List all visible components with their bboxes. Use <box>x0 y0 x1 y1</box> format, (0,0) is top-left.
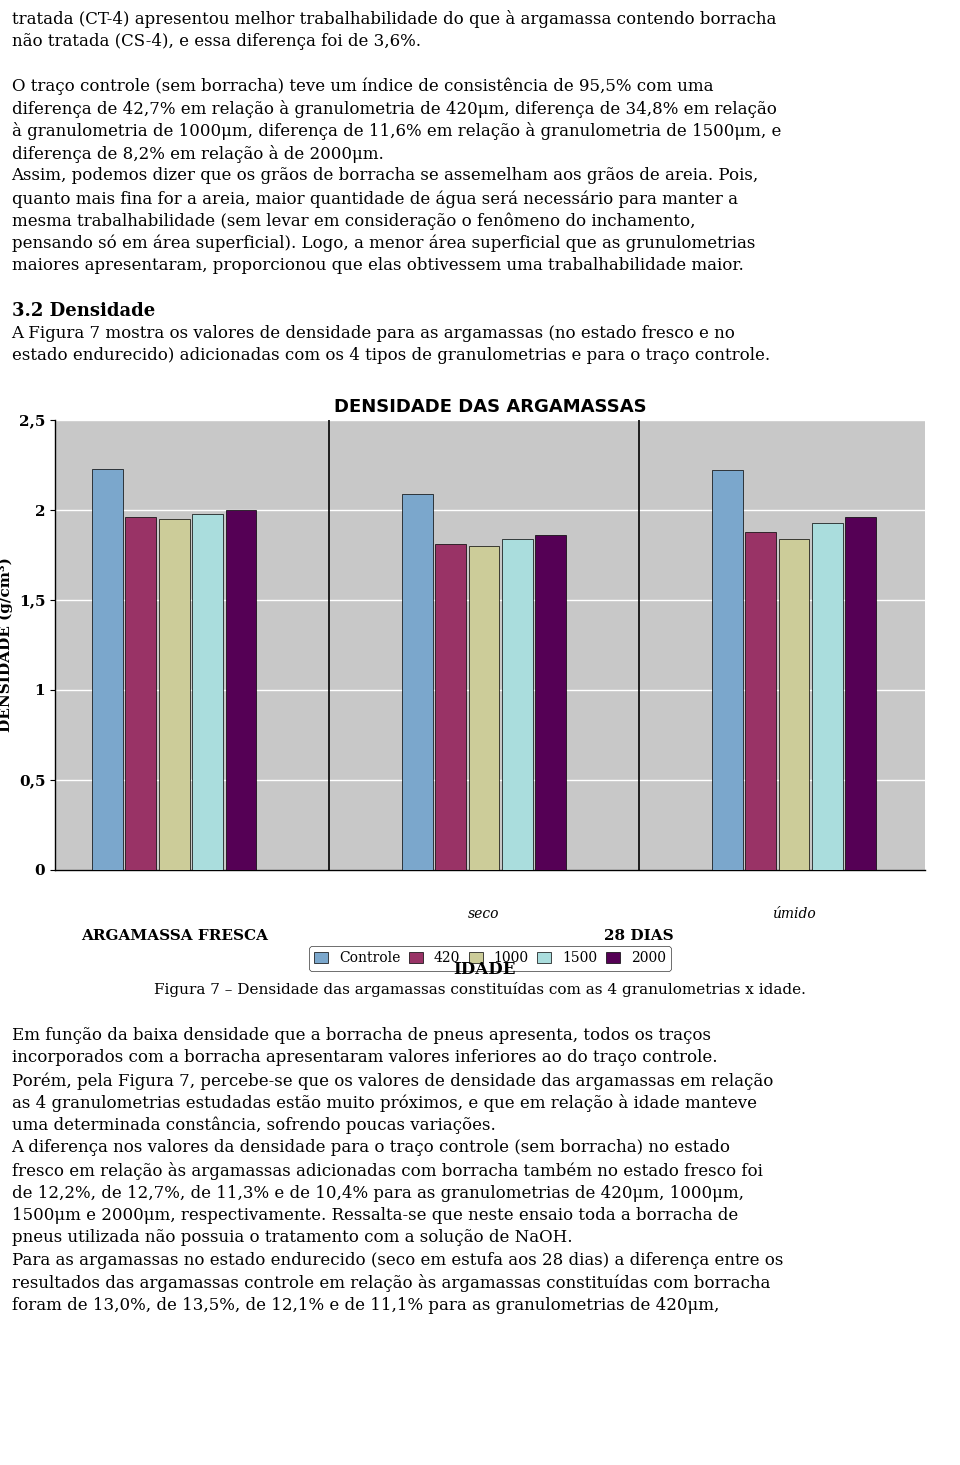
Text: maiores apresentaram, proporcionou que elas obtivessem uma trabalhabilidade maio: maiores apresentaram, proporcionou que e… <box>12 258 743 274</box>
Bar <box>779 539 809 870</box>
Text: pneus utilizada não possuia o tratamento com a solução de NaOH.: pneus utilizada não possuia o tratamento… <box>12 1229 572 1247</box>
Text: pensando só em área superficial). Logo, a menor área superficial que as grunulom: pensando só em área superficial). Logo, … <box>12 234 755 252</box>
Bar <box>126 517 156 870</box>
Text: 28 DIAS: 28 DIAS <box>604 929 674 942</box>
Text: Porém, pela Figura 7, percebe-se que os valores de densidade das argamassas em r: Porém, pela Figura 7, percebe-se que os … <box>12 1072 773 1090</box>
Title: DENSIDADE DAS ARGAMASSAS: DENSIDADE DAS ARGAMASSAS <box>334 397 646 416</box>
Text: não tratada (CS-4), e essa diferença foi de 3,6%.: não tratada (CS-4), e essa diferença foi… <box>12 32 420 50</box>
Bar <box>502 539 533 870</box>
Text: IDADE: IDADE <box>453 961 516 977</box>
Text: Assim, podemos dizer que os grãos de borracha se assemelham aos grãos de areia. : Assim, podemos dizer que os grãos de bor… <box>12 167 758 185</box>
Text: as 4 granulometrias estudadas estão muito próximos, e que em relação à idade man: as 4 granulometrias estudadas estão muit… <box>12 1094 756 1112</box>
Text: ARGAMASSA FRESCA: ARGAMASSA FRESCA <box>81 929 268 942</box>
Bar <box>745 532 776 870</box>
Text: resultados das argamassas controle em relação às argamassas constituídas com bor: resultados das argamassas controle em re… <box>12 1275 770 1292</box>
Text: uma determinada constância, sofrendo poucas variações.: uma determinada constância, sofrendo pou… <box>12 1116 495 1134</box>
Text: Em função da baixa densidade que a borracha de pneus apresenta, todos os traços: Em função da baixa densidade que a borra… <box>12 1027 710 1045</box>
Text: 3.2 Densidade: 3.2 Densidade <box>12 302 155 321</box>
Text: fresco em relação às argamassas adicionadas com borracha também no estado fresco: fresco em relação às argamassas adiciona… <box>12 1162 762 1179</box>
Text: A diferença nos valores da densidade para o traço controle (sem borracha) no est: A diferença nos valores da densidade par… <box>12 1140 731 1156</box>
Bar <box>92 469 123 870</box>
Legend: Controle, 420, 1000, 1500, 2000: Controle, 420, 1000, 1500, 2000 <box>309 946 671 971</box>
Y-axis label: DENSIDADE (g/cm³): DENSIDADE (g/cm³) <box>0 558 13 732</box>
Text: incorporados com a borracha apresentaram valores inferiores ao do traço controle: incorporados com a borracha apresentaram… <box>12 1049 717 1067</box>
Text: tratada (CT-4) apresentou melhor trabalhabilidade do que à argamassa contendo bo: tratada (CT-4) apresentou melhor trabalh… <box>12 10 776 28</box>
Bar <box>158 519 189 870</box>
Text: A Figura 7 mostra os valores de densidade para as argamassas (no estado fresco e: A Figura 7 mostra os valores de densidad… <box>12 325 735 341</box>
Text: foram de 13,0%, de 13,5%, de 12,1% e de 11,1% para as granulometrias de 420μm,: foram de 13,0%, de 13,5%, de 12,1% e de … <box>12 1297 719 1314</box>
Text: úmido: úmido <box>772 907 816 920</box>
Text: estado endurecido) adicionadas com os 4 tipos de granulometrias e para o traço c: estado endurecido) adicionadas com os 4 … <box>12 347 770 365</box>
Bar <box>192 514 223 870</box>
Bar <box>402 494 433 870</box>
Bar <box>846 517 876 870</box>
Bar <box>435 544 466 870</box>
Text: Figura 7 – Densidade das argamassas constituídas com as 4 granulometrias x idade: Figura 7 – Densidade das argamassas cons… <box>154 982 806 998</box>
Bar <box>226 510 256 870</box>
Bar <box>812 523 843 870</box>
Text: mesma trabalhabilidade (sem levar em consideração o fenômeno do inchamento,: mesma trabalhabilidade (sem levar em con… <box>12 212 695 230</box>
Bar <box>711 470 742 870</box>
Text: à granulometria de 1000μm, diferença de 11,6% em relação à granulometria de 1500: à granulometria de 1000μm, diferença de … <box>12 123 780 141</box>
Text: seco: seco <box>468 907 500 920</box>
Text: Para as argamassas no estado endurecido (seco em estufa aos 28 dias) a diferença: Para as argamassas no estado endurecido … <box>12 1253 783 1269</box>
Text: 1500μm e 2000μm, respectivamente. Ressalta-se que neste ensaio toda a borracha d: 1500μm e 2000μm, respectivamente. Ressal… <box>12 1207 738 1223</box>
Text: de 12,2%, de 12,7%, de 11,3% e de 10,4% para as granulometrias de 420μm, 1000μm,: de 12,2%, de 12,7%, de 11,3% e de 10,4% … <box>12 1185 743 1201</box>
Text: diferença de 8,2% em relação à de 2000μm.: diferença de 8,2% em relação à de 2000μm… <box>12 145 383 163</box>
Bar <box>536 535 566 870</box>
Bar <box>468 546 499 870</box>
Text: quanto mais fina for a areia, maior quantidade de água será necessário para mant: quanto mais fina for a areia, maior quan… <box>12 190 737 208</box>
Text: O traço controle (sem borracha) teve um índice de consistência de 95,5% com uma: O traço controle (sem borracha) teve um … <box>12 78 713 95</box>
Text: diferença de 42,7% em relação à granulometria de 420μm, diferença de 34,8% em re: diferença de 42,7% em relação à granulom… <box>12 100 777 119</box>
